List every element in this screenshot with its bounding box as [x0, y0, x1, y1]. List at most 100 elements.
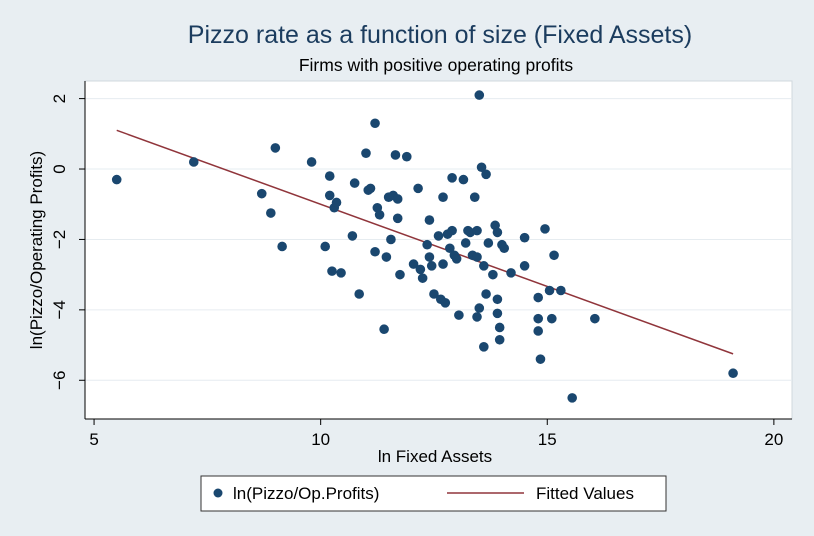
y-axis-title: ln(Pizzo/Operating Profits) — [27, 151, 46, 349]
plot-area — [84, 80, 793, 420]
scatter-point — [533, 313, 544, 324]
scatter-point — [540, 224, 550, 234]
scatter-point — [306, 157, 317, 167]
scatter-point — [417, 273, 428, 283]
scatter-point — [519, 261, 530, 271]
y-tick-label: −6 — [50, 371, 69, 390]
scatter-point — [370, 246, 380, 257]
scatter-point — [347, 231, 358, 241]
y-tick-label: 0 — [50, 164, 69, 173]
scatter-point — [492, 227, 503, 238]
scatter-point — [390, 150, 401, 160]
legend-marker-scatter — [213, 488, 223, 498]
axes: 20−2−4−65 10 15 20 — [50, 81, 792, 449]
scatter-point — [270, 143, 281, 153]
scatter-point — [549, 250, 559, 261]
scatter-point — [324, 171, 335, 181]
y-tick-label: 2 — [50, 94, 69, 103]
scatter-point — [415, 264, 426, 275]
scatter-point — [324, 190, 335, 201]
scatter-point — [336, 268, 346, 278]
scatter-point — [479, 261, 489, 271]
scatter-point — [535, 354, 546, 364]
y-tick-label: −4 — [50, 300, 69, 319]
scatter-point — [381, 252, 392, 262]
scatter-point — [331, 197, 342, 208]
scatter-point — [365, 183, 376, 194]
scatter-point — [472, 252, 482, 262]
chart-subtitle: Firms with positive operating profits — [299, 55, 574, 75]
scatter-point — [327, 266, 337, 276]
x-tick-label: 10 — [311, 430, 330, 449]
scatter-point — [433, 231, 444, 241]
scatter-point — [361, 148, 371, 158]
scatter-point — [458, 174, 469, 185]
scatter-point — [476, 162, 487, 173]
scatter-point — [556, 285, 566, 296]
scatter-point — [392, 213, 403, 224]
scatter-point — [413, 183, 423, 194]
scatter-point — [429, 289, 439, 299]
scatter-point — [590, 313, 600, 324]
scatter-point — [454, 310, 464, 320]
scatter-point — [488, 269, 498, 280]
scatter-point — [440, 298, 451, 308]
scatter-point — [492, 294, 503, 305]
scatter-point — [460, 238, 471, 248]
scatter-point — [424, 252, 435, 262]
scatter-point — [492, 308, 503, 319]
y-tick-label: −2 — [50, 230, 69, 249]
legend-box — [200, 475, 667, 512]
scatter-point — [494, 322, 505, 333]
scatter-point — [392, 194, 403, 204]
scatter-point — [544, 285, 555, 296]
scatter-point — [472, 225, 482, 236]
scatter-point — [349, 178, 360, 188]
scatter-point — [374, 209, 385, 220]
scatter-point — [481, 289, 491, 299]
chart-title: Pizzo rate as a function of size (Fixed … — [188, 21, 692, 49]
scatter-point — [395, 269, 405, 280]
scatter-point — [256, 188, 267, 199]
scatter-point — [483, 238, 494, 248]
scatter-point — [386, 234, 396, 245]
scatter-point — [728, 368, 738, 379]
scatter-point — [408, 259, 419, 269]
scatter-point — [379, 324, 389, 335]
x-tick-label: 20 — [764, 430, 783, 449]
scatter-point — [472, 312, 482, 322]
legend-label-line: Fitted Values — [536, 484, 634, 503]
scatter-point — [426, 261, 437, 271]
scatter-point — [401, 151, 412, 162]
x-tick-label: 5 — [89, 430, 98, 449]
x-axis-title: ln Fixed Assets — [378, 447, 492, 466]
scatter-point — [370, 118, 380, 129]
scatter-point — [445, 243, 455, 254]
scatter-point — [266, 208, 276, 218]
scatter-point — [354, 289, 364, 299]
scatter-point — [479, 342, 489, 352]
scatter-point — [424, 215, 435, 225]
scatter-point — [481, 169, 491, 180]
scatter-point — [438, 259, 448, 269]
scatter-point — [567, 393, 577, 403]
scatter-point — [469, 192, 480, 202]
scatter-point — [547, 313, 557, 324]
scatter-point — [277, 241, 287, 252]
legend-label-scatter: ln(Pizzo/Op.Profits) — [233, 484, 379, 503]
legend: ln(Pizzo/Op.Profits) Fitted Values — [200, 475, 667, 512]
scatter-points — [111, 90, 738, 403]
scatter-point — [447, 173, 457, 183]
scatter-point — [320, 241, 330, 252]
scatter-point — [438, 192, 448, 202]
scatter-point — [519, 232, 530, 243]
scatter-point — [188, 157, 199, 167]
scatter-point — [451, 254, 462, 264]
scatter-point — [422, 239, 432, 250]
scatter-point — [474, 303, 485, 313]
scatter-point — [506, 268, 516, 278]
scatter-point — [111, 174, 122, 185]
scatter-point — [447, 225, 457, 236]
x-tick-label: 15 — [538, 430, 557, 449]
